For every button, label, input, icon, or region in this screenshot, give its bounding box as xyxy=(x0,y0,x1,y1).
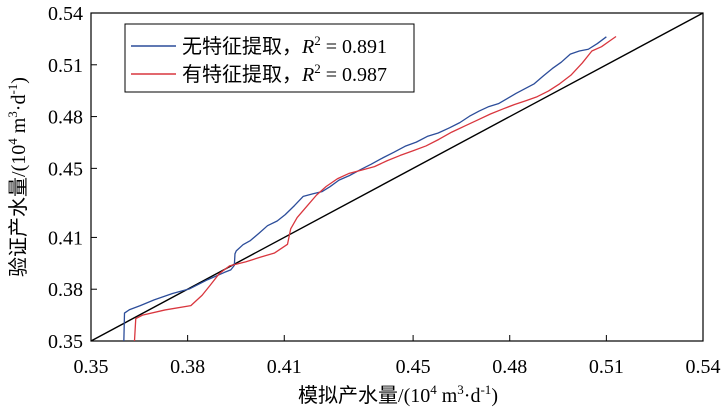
x-tick-label: 0.48 xyxy=(492,356,527,378)
y-tick-label: 0.48 xyxy=(48,107,83,129)
y-axis-title: 验证产水量/(104 m3·d-1) xyxy=(5,77,30,277)
x-axis: 0.35 0.38 0.41 0.45 0.48 0.51 0.54 xyxy=(74,335,721,378)
y-tick-label: 0.51 xyxy=(48,55,83,77)
legend-entry-series-1: 无特征提取，R2 = 0.891 xyxy=(182,33,387,58)
x-tick-label: 0.45 xyxy=(396,356,431,378)
x-tick-label: 0.35 xyxy=(74,356,109,378)
y-tick-label: 0.38 xyxy=(48,279,83,301)
x-tick-label: 0.54 xyxy=(686,356,721,378)
x-tick-label: 0.51 xyxy=(589,356,624,378)
y-tick-label: 0.35 xyxy=(48,331,83,353)
x-tick-label: 0.41 xyxy=(267,356,302,378)
legend: 无特征提取，R2 = 0.891 有特征提取，R2 = 0.987 xyxy=(124,23,415,93)
legend-entry-series-2: 有特征提取，R2 = 0.987 xyxy=(182,61,387,86)
plot-area xyxy=(90,12,704,342)
series-layer xyxy=(90,12,704,342)
y-tick-label: 0.41 xyxy=(48,227,83,249)
series-line-2 xyxy=(133,35,617,342)
y-axis: 0.35 0.38 0.41 0.45 0.48 0.51 0.54 xyxy=(48,3,97,353)
y-tick-label: 0.45 xyxy=(48,158,83,180)
x-axis-title: 模拟产水量/(104 m3·d-1) xyxy=(298,382,498,407)
reference-line xyxy=(90,12,704,342)
y-tick-label: 0.54 xyxy=(48,3,83,25)
plot-frame xyxy=(90,12,704,342)
series-line-1 xyxy=(123,36,607,342)
x-tick-label: 0.38 xyxy=(170,356,205,378)
legend-box xyxy=(124,23,415,93)
